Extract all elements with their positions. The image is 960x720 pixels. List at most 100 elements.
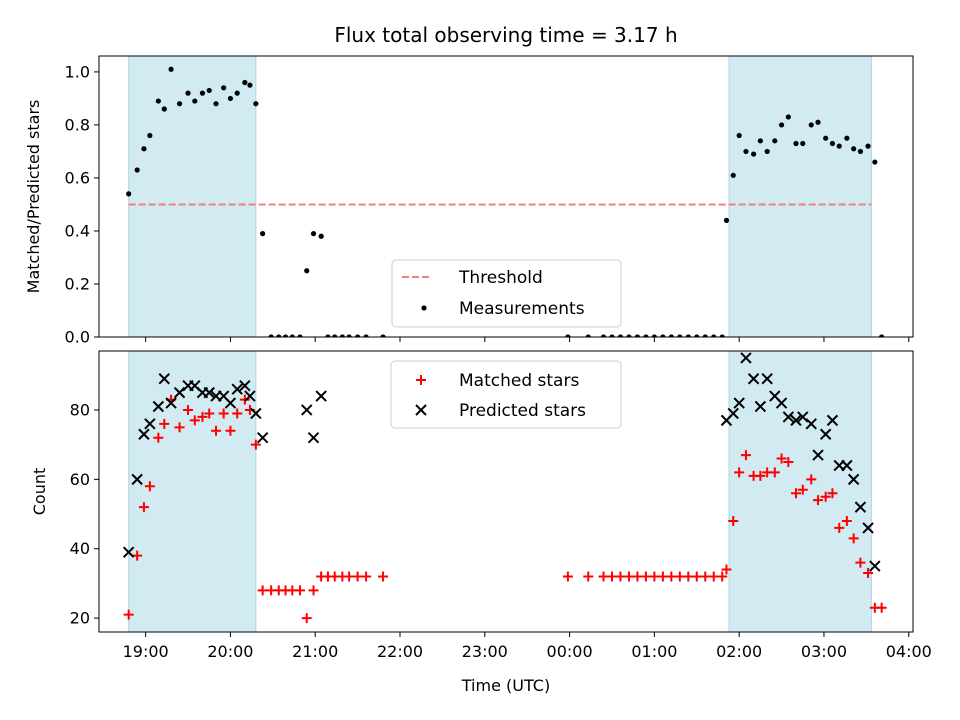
- measurement-point: [668, 334, 674, 337]
- legend-threshold-label: Threshold: [458, 268, 543, 288]
- measurement-point: [685, 334, 691, 337]
- matched-star-point: [848, 533, 859, 544]
- y-tick-label: 0.2: [65, 274, 90, 293]
- predicted-star-point: [244, 390, 256, 402]
- measurement-point: [253, 101, 259, 107]
- measurement-point: [339, 334, 345, 337]
- measurement-point: [380, 334, 386, 337]
- y-axis-label: Count: [30, 468, 49, 516]
- measurement-point: [227, 95, 234, 102]
- measurement-point: [234, 90, 240, 96]
- axes-frame: [98, 55, 914, 338]
- measurement-point: [289, 334, 295, 337]
- legend-frame: [391, 259, 622, 328]
- predicted-star-point: [301, 404, 313, 416]
- predicted-star-point: [173, 386, 186, 399]
- measurement-point: [585, 334, 591, 337]
- measurement-point: [872, 159, 878, 165]
- measurement-point: [325, 334, 331, 337]
- measurement-point: [836, 143, 842, 149]
- legend: Threshold Measurements: [391, 259, 622, 328]
- matched-star-point: [700, 571, 711, 582]
- measurement-point: [879, 334, 885, 337]
- measurement-point: [199, 90, 206, 96]
- matched-star-point: [197, 411, 208, 422]
- y-tick-label: 40: [70, 539, 90, 558]
- measurement-point: [176, 101, 183, 107]
- y-axis-label: Matched/Predicted stars: [24, 100, 43, 294]
- measurement-point: [247, 82, 253, 88]
- measurement-point: [318, 233, 324, 239]
- legend-matched-label: Matched stars: [459, 371, 579, 391]
- y-tick-label: 80: [70, 400, 90, 419]
- measurement-point: [793, 140, 799, 147]
- matched-star-point: [361, 571, 372, 582]
- measurement-point: [141, 146, 147, 152]
- x-tick-label: 02:00: [716, 642, 762, 661]
- predicted-star-point: [812, 449, 824, 461]
- y-tick-label: 0.8: [65, 115, 90, 134]
- matched-star-point: [834, 522, 845, 533]
- axes-frame: [98, 350, 914, 633]
- predicted-star-point: [862, 522, 874, 534]
- matched-star-point: [344, 571, 355, 582]
- legend-predicted-swatch: [415, 404, 427, 416]
- predicted-star-point: [782, 411, 795, 423]
- measurement-point: [268, 334, 274, 337]
- matched-star-point: [218, 408, 229, 419]
- measurement-point: [785, 114, 791, 120]
- x-tick-label: 22:00: [377, 642, 423, 661]
- shaded-interval: [728, 55, 872, 338]
- matched-star-point: [876, 602, 887, 613]
- matched-star-point: [623, 571, 634, 582]
- measurement-point: [694, 334, 700, 337]
- measurement-point: [126, 191, 132, 197]
- matched-star-point: [640, 571, 651, 582]
- matched-star-point: [797, 484, 808, 495]
- legend: Matched stars Predicted stars: [390, 360, 622, 429]
- measurement-point: [213, 101, 219, 107]
- x-tick-label: 04:00: [886, 642, 932, 661]
- matched-star-point: [225, 425, 236, 436]
- plot-area: [126, 66, 885, 337]
- x-tick-label: 01:00: [631, 642, 677, 661]
- predicted-star-point: [315, 390, 327, 402]
- matched-star-point: [683, 571, 694, 582]
- legend-predicted-label: Predicted stars: [459, 401, 586, 421]
- measurement-point: [808, 122, 814, 128]
- predicted-star-point: [250, 407, 262, 420]
- y-tick-label: 0.0: [65, 328, 90, 347]
- measurement-point: [764, 148, 770, 155]
- measurement-point: [772, 138, 778, 144]
- measurement-point: [851, 146, 857, 152]
- matched-star-point: [132, 550, 143, 561]
- measurement-point: [626, 334, 632, 337]
- legend-measurements-swatch: [421, 305, 427, 311]
- measurement-point: [730, 172, 736, 178]
- matched-star-point: [721, 564, 732, 575]
- predicted-star-point: [203, 386, 215, 399]
- matched-star-point: [813, 495, 824, 506]
- x-tick-label: 23:00: [462, 642, 508, 661]
- predicted-star-point: [790, 414, 802, 427]
- predicted-star-point: [131, 473, 143, 486]
- matched-star-point: [378, 571, 389, 582]
- x-tick-label: 21:00: [292, 642, 338, 661]
- matched-star-point: [257, 585, 268, 596]
- measurement-point: [161, 106, 167, 112]
- legend-measurements-label: Measurements: [459, 299, 585, 319]
- predicted-star-point: [138, 428, 150, 440]
- predicted-star-point: [144, 418, 156, 430]
- matched-star-point: [783, 457, 794, 468]
- matched-star-point: [159, 418, 170, 429]
- predicted-star-point: [754, 400, 767, 413]
- matched-star-point: [301, 613, 312, 624]
- predicted-star-point: [869, 560, 881, 572]
- matched-star-point: [250, 439, 261, 450]
- measurement-point: [206, 87, 212, 94]
- matched-star-point: [211, 425, 222, 436]
- measurement-point: [332, 334, 338, 337]
- matched-star-point: [562, 571, 573, 582]
- measurement-point: [844, 135, 850, 141]
